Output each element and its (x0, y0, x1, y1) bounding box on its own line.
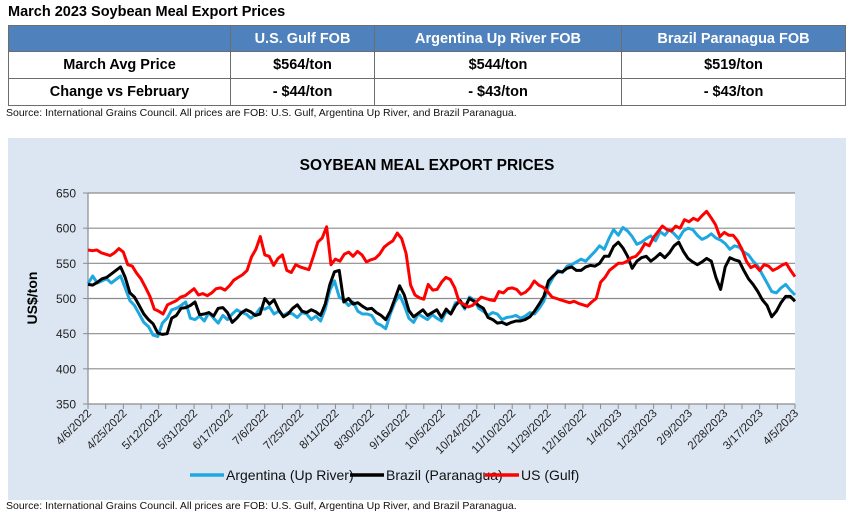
y-tick-label: 600 (56, 222, 76, 236)
table-header-row: U.S. Gulf FOB Argentina Up River FOB Bra… (8, 25, 846, 52)
cell-argentina: $544/ton (374, 51, 622, 79)
legend-label-argentina-up-river: Argentina (Up River) (226, 467, 354, 483)
cell-us-gulf: $564/ton (230, 51, 375, 79)
price-summary-table: U.S. Gulf FOB Argentina Up River FOB Bra… (8, 25, 846, 106)
y-tick-label: 400 (56, 362, 76, 376)
table-row: Change vs February - $44/ton - $43/ton -… (8, 78, 846, 106)
series-line-brazil-paranagua (87, 240, 797, 336)
source-note-bottom: Source: International Grains Council. Al… (6, 500, 517, 512)
cell-brazil: - $43/ton (621, 78, 846, 106)
header-brazil: Brazil Paranagua FOB (621, 25, 846, 52)
header-cell-empty (8, 25, 231, 52)
y-tick-label: 450 (56, 327, 76, 341)
table-row: March Avg Price $564/ton $544/ton $519/t… (8, 51, 846, 79)
chart-title: SOYBEAN MEAL EXPORT PRICES (300, 157, 555, 174)
y-tick-label: 500 (56, 292, 76, 306)
legend-label-us-gulf: US (Gulf) (521, 467, 579, 483)
header-us-gulf: U.S. Gulf FOB (230, 25, 375, 52)
page-title: March 2023 Soybean Meal Export Prices (8, 4, 286, 20)
y-tick-label: 350 (56, 398, 76, 412)
series-line-argentina-up-river (86, 226, 797, 338)
y-axis-label: US$/ton (24, 272, 40, 325)
y-tick-label: 650 (56, 187, 76, 201)
legend-label-brazil-paranagua: Brazil (Paranagua) (386, 467, 503, 483)
row-label: March Avg Price (8, 51, 231, 79)
series-line-us-gulf (87, 209, 797, 316)
row-label: Change vs February (8, 78, 231, 106)
cell-us-gulf: - $44/ton (230, 78, 375, 106)
x-tick-label: 4/5/2023 (761, 408, 801, 448)
y-tick-label: 550 (56, 257, 76, 271)
source-note-top: Source: International Grains Council. Al… (6, 107, 517, 119)
